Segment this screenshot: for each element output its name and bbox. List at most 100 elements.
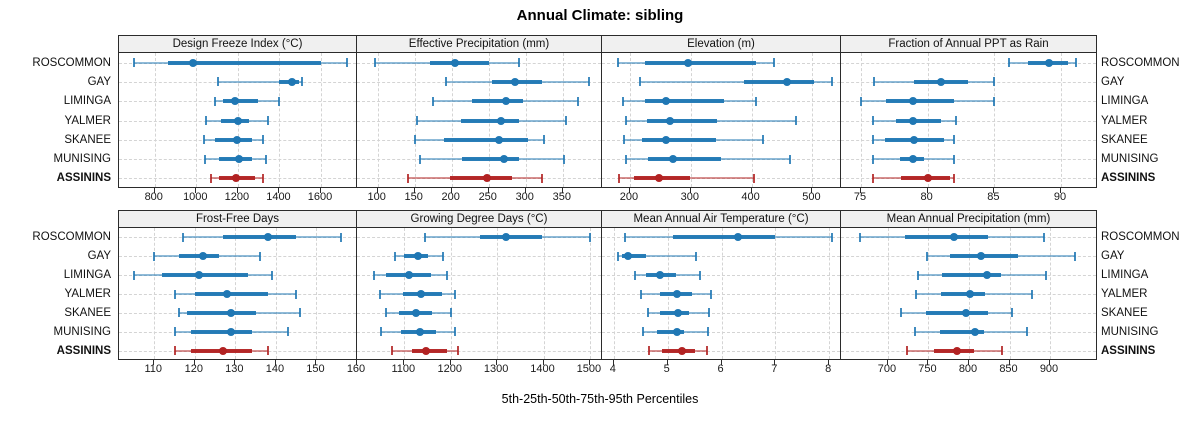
- row-label-right: LIMINGA: [1101, 95, 1149, 108]
- series-cap-5th: [379, 289, 382, 299]
- series-cap-95th: [1010, 308, 1013, 318]
- series-cap-95th: [954, 116, 957, 125]
- series-box-25th-75th: [939, 329, 984, 334]
- series-cap-95th: [266, 346, 269, 356]
- series-cap-95th: [450, 308, 453, 318]
- series-median-dot: [909, 116, 917, 125]
- series-cap-95th: [993, 77, 996, 87]
- axis-tick-mark: [376, 188, 378, 193]
- axis-tick-mark: [927, 360, 929, 365]
- axis-tick-label: 850: [999, 363, 1018, 375]
- series-cap-95th: [698, 270, 701, 280]
- series-median-dot: [909, 155, 917, 164]
- panel-header: Mean Annual Air Temperature (°C): [601, 210, 841, 228]
- axis-tick-label: 8: [825, 363, 832, 375]
- series-median-dot: [678, 346, 687, 355]
- series-cap-95th: [706, 327, 709, 337]
- axis-tick-mark: [450, 188, 452, 193]
- series-cap-95th: [258, 251, 261, 261]
- axis-tick-label: 750: [918, 363, 937, 375]
- series-cap-5th: [859, 232, 862, 242]
- panel-header: Growing Degree Days (°C): [356, 210, 602, 228]
- axis-tick-label: 900: [1039, 363, 1059, 375]
- axis-tick-label: 6: [717, 363, 724, 375]
- row-label-left: SKANEE: [64, 133, 111, 146]
- series-cap-95th: [456, 346, 459, 356]
- gridline-vertical: [279, 53, 281, 187]
- panel-header: Mean Annual Precipitation (mm): [840, 210, 1097, 228]
- series-cap-95th: [708, 308, 711, 318]
- axis-tick-label: 1400: [530, 363, 555, 375]
- panel-header: Elevation (m): [601, 35, 841, 53]
- axis-tick-mark: [496, 360, 498, 365]
- series-median-dot: [511, 77, 520, 86]
- gridline-horizontal: [841, 178, 1096, 180]
- axis-tick-mark: [524, 188, 526, 193]
- series-median-dot: [965, 290, 974, 298]
- gridline-horizontal: [357, 294, 601, 295]
- series-cap-5th: [209, 173, 212, 183]
- series-median-dot: [189, 58, 198, 67]
- series-median-dot: [923, 174, 932, 183]
- series-median-dot: [233, 116, 242, 125]
- series-median-dot: [970, 327, 979, 336]
- series-cap-5th: [899, 308, 902, 318]
- series-cap-95th: [1043, 232, 1046, 242]
- series-cap-95th: [300, 77, 303, 87]
- series-median-dot: [482, 174, 491, 183]
- gridline-vertical: [994, 53, 996, 187]
- axis-tick-mark: [234, 360, 236, 365]
- series-box-25th-75th: [942, 273, 1002, 278]
- axis-tick-mark: [315, 360, 317, 365]
- axis-tick-mark: [356, 360, 357, 365]
- gridline-horizontal: [602, 331, 840, 333]
- gridline-vertical: [154, 228, 156, 359]
- series-median-dot: [909, 97, 917, 106]
- series-cap-5th: [414, 135, 417, 145]
- axis-tick-label: 7: [771, 363, 778, 375]
- series-cap-5th: [624, 116, 627, 125]
- series-median-dot: [421, 346, 430, 355]
- series-cap-5th: [373, 58, 376, 68]
- row-label-right: YALMER: [1101, 114, 1148, 127]
- series-cap-5th: [916, 270, 919, 280]
- series-median-dot: [683, 58, 692, 67]
- series-cap-5th: [214, 96, 217, 106]
- series-box-25th-75th: [743, 79, 815, 84]
- gridline-vertical: [316, 228, 318, 359]
- row-label-right: MUNISING: [1101, 153, 1159, 166]
- axis-tick-mark: [1008, 360, 1010, 365]
- row-label-left: GAY: [87, 250, 111, 263]
- series-cap-5th: [622, 135, 625, 145]
- series-cap-5th: [173, 289, 176, 299]
- axis-tick-label: 5: [663, 363, 670, 375]
- series-line-5th-95th: [218, 80, 302, 83]
- series-cap-95th: [541, 173, 544, 183]
- series-cap-5th: [444, 77, 447, 87]
- series-box-25th-75th: [905, 235, 989, 240]
- gridline-vertical: [589, 228, 591, 359]
- axis-tick-label: 1600: [307, 191, 333, 203]
- axis-tick-label: 500: [802, 191, 821, 203]
- series-cap-95th: [788, 154, 791, 164]
- series-cap-5th: [872, 173, 874, 183]
- series-median-dot: [655, 271, 664, 280]
- gridline-horizontal: [357, 350, 601, 352]
- series-box-25th-75th: [443, 137, 528, 142]
- series-cap-5th: [379, 327, 382, 337]
- gridline-horizontal: [602, 256, 840, 258]
- series-box-25th-75th: [621, 254, 647, 259]
- series-cap-5th: [641, 327, 644, 337]
- series-median-dot: [194, 271, 203, 280]
- gridline-vertical: [196, 53, 198, 187]
- series-cap-5th: [217, 77, 220, 87]
- series-median-dot: [232, 135, 241, 144]
- series-cap-95th: [1044, 270, 1047, 280]
- series-box-25th-75th: [656, 329, 685, 334]
- panel-plot-area: [356, 228, 602, 360]
- gridline-horizontal: [357, 312, 601, 314]
- row-label-right: SKANEE: [1101, 306, 1148, 319]
- series-cap-5th: [872, 154, 874, 164]
- series-cap-95th: [705, 346, 708, 356]
- panel-header: Frost-Free Days: [118, 210, 357, 228]
